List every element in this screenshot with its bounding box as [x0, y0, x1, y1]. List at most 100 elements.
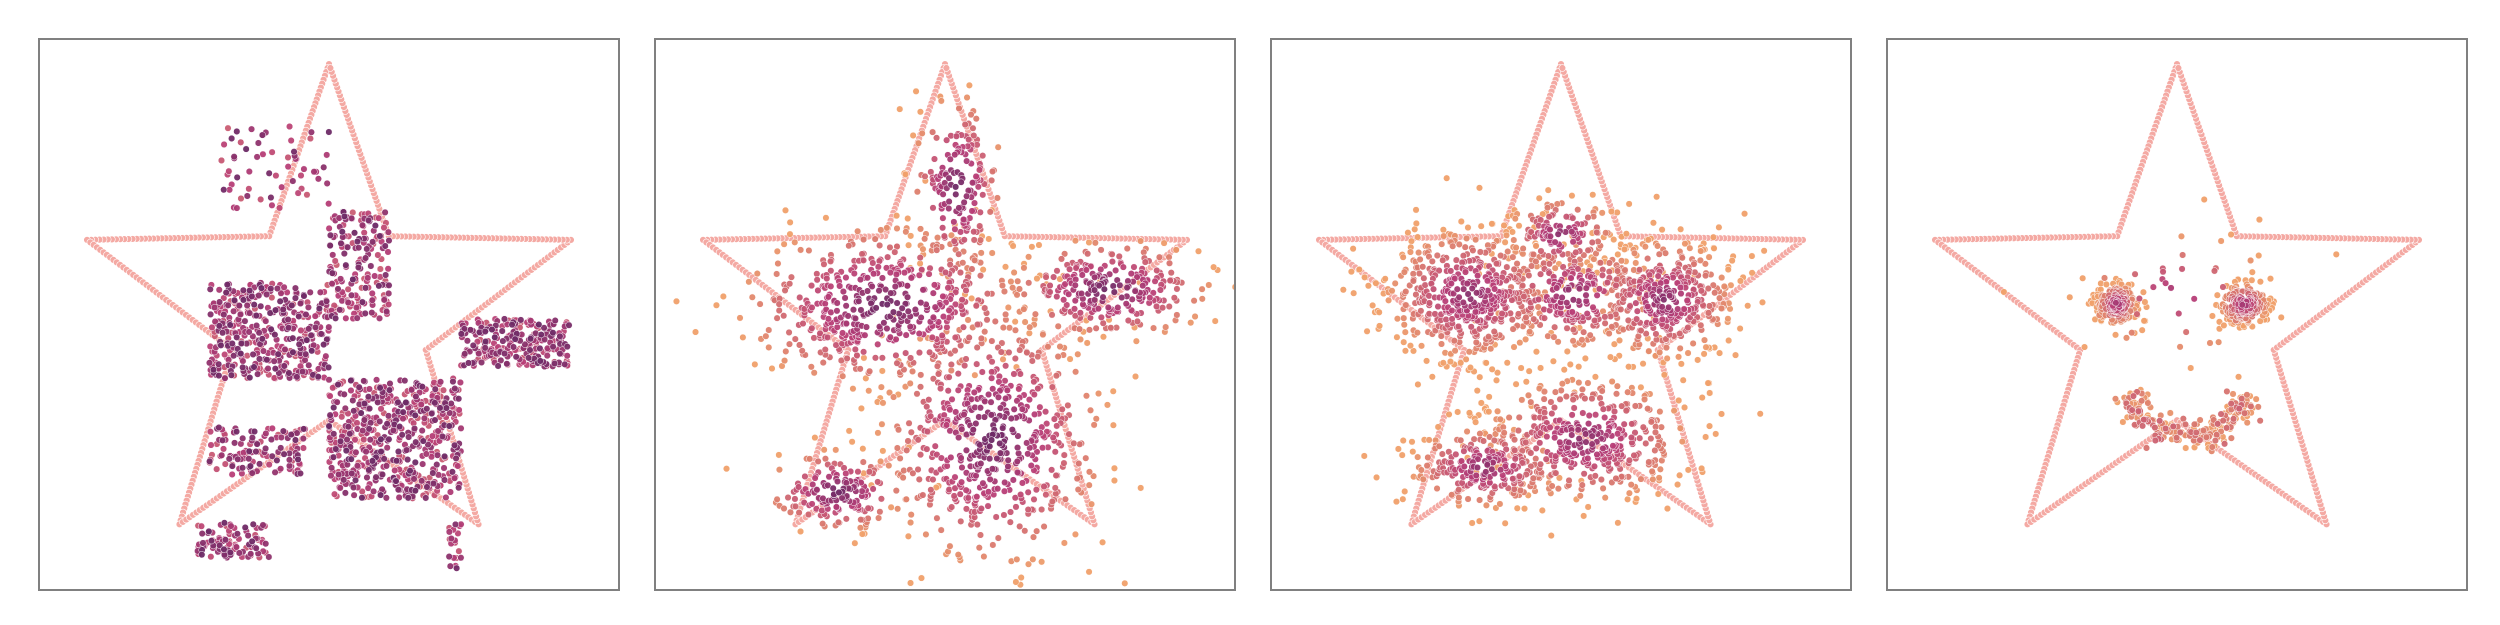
sample-point [1157, 287, 1164, 294]
sample-point [924, 428, 931, 435]
sample-point [859, 251, 866, 258]
sample-point [499, 328, 506, 335]
sample-point [1699, 394, 1706, 401]
sample-point [1539, 507, 1546, 514]
sample-point [206, 360, 213, 367]
sample-point [1008, 415, 1015, 422]
sample-point [1476, 185, 1483, 192]
sample-point [1087, 407, 1094, 414]
sample-point [432, 386, 439, 393]
sample-point [363, 246, 370, 253]
sample-point [251, 364, 258, 371]
sample-point [407, 467, 414, 474]
sample-point [907, 355, 914, 362]
sample-point [806, 247, 813, 254]
sample-point [1716, 350, 1723, 357]
sample-point [455, 395, 462, 402]
sample-point [229, 463, 236, 470]
sample-points [1340, 175, 1767, 539]
sample-point [1025, 254, 1032, 261]
sample-point [537, 358, 544, 365]
sample-point [335, 286, 342, 293]
sample-point [209, 324, 216, 331]
sample-point [348, 387, 355, 394]
sample-point [222, 536, 229, 543]
sample-point [223, 289, 230, 296]
sample-point [246, 287, 253, 294]
sample-point [231, 440, 238, 447]
sample-point [345, 423, 352, 430]
sample-point [915, 466, 922, 473]
sample-point [1110, 388, 1117, 395]
sample-point [254, 441, 261, 448]
sample-point [952, 334, 959, 341]
sample-point [1079, 272, 1086, 279]
sample-point [561, 361, 568, 368]
sample-point [1011, 406, 1018, 413]
sample-point [1026, 330, 1033, 337]
sample-point [218, 342, 225, 349]
sample-point [236, 550, 243, 557]
sample-point [1152, 278, 1159, 285]
sample-point [1033, 528, 1040, 535]
sample-point [278, 184, 285, 191]
sample-point [1489, 220, 1496, 227]
sample-point [940, 313, 947, 320]
sample-point [929, 129, 936, 136]
sample-point [385, 229, 392, 236]
sample-point [1014, 556, 1021, 563]
sample-point [443, 405, 450, 412]
scatter-plot-2 [656, 40, 1234, 589]
sample-point [872, 355, 879, 362]
sample-point [303, 337, 310, 344]
sample-point [304, 191, 311, 198]
sample-point [1095, 390, 1102, 397]
sample-point [504, 360, 511, 367]
sample-point [1124, 284, 1131, 291]
sample-point [973, 303, 980, 310]
sample-point [782, 287, 789, 294]
sample-point [1633, 495, 1640, 502]
sample-point [1659, 226, 1666, 233]
sample-point [1086, 239, 1093, 246]
sample-point [1174, 286, 1181, 293]
sample-point [1076, 441, 1083, 448]
sample-point [1077, 336, 1084, 343]
sample-point [988, 375, 995, 382]
sample-point [1582, 355, 1589, 362]
sample-point [1043, 274, 1050, 281]
sample-point [400, 415, 407, 422]
sample-point [234, 530, 241, 537]
sample-point [1030, 534, 1037, 541]
sample-point [298, 327, 305, 334]
sample-point [256, 329, 263, 336]
sample-point [1685, 467, 1692, 474]
sample-point [976, 167, 983, 174]
sample-point [952, 191, 959, 198]
sample-point [1681, 404, 1688, 411]
sample-point [881, 320, 888, 327]
sample-point [288, 431, 295, 438]
sample-point [1125, 317, 1132, 324]
sample-point [432, 417, 439, 424]
sample-point [966, 82, 973, 89]
sample-point [969, 208, 976, 215]
sample-point [1514, 505, 1521, 512]
sample-point [1038, 506, 1045, 513]
sample-point [855, 468, 862, 475]
sample-point [905, 533, 912, 540]
sample-point [263, 291, 270, 298]
sample-point [878, 496, 885, 503]
sample-point [860, 459, 867, 466]
sample-point [839, 330, 846, 337]
sample-point [878, 384, 885, 391]
sample-point [879, 368, 886, 375]
sample-point [356, 384, 363, 391]
sample-point [939, 224, 946, 231]
sample-point [401, 377, 408, 384]
sample-point [361, 417, 368, 424]
sample-point [341, 250, 348, 257]
sample-point [1737, 325, 1744, 332]
sample-point [906, 420, 913, 427]
sample-point [918, 299, 925, 306]
